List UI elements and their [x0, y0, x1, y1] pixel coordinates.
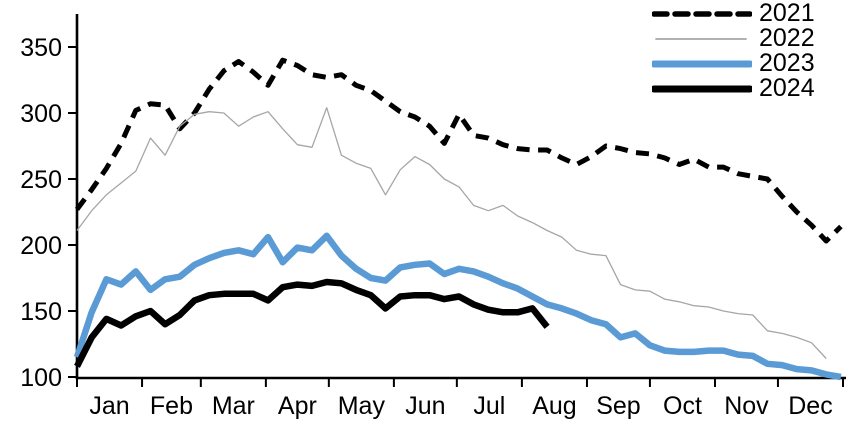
x-tick-label: Nov — [724, 392, 769, 420]
chart-legend: 2021 2022 2023 2024 — [652, 1, 815, 101]
x-tick-label: Jan — [89, 392, 129, 420]
legend-label: 2023 — [759, 49, 815, 77]
legend-line-blue-icon — [652, 60, 752, 67]
series-line-2024 — [74, 278, 550, 368]
legend-label: 2021 — [759, 0, 815, 27]
x-tick-label: Apr — [278, 392, 317, 420]
legend-line-thin-icon — [655, 37, 747, 40]
legend-item-2021: 2021 — [652, 1, 815, 26]
legend-item-2023: 2023 — [652, 51, 815, 76]
legend-item-2022: 2022 — [652, 26, 815, 51]
x-tick-label: Dec — [788, 392, 832, 420]
y-tick-label: 150 — [20, 298, 62, 326]
x-tick-label: May — [338, 392, 386, 420]
y-tick-label: 250 — [20, 166, 62, 194]
series-line-2022 — [76, 107, 827, 359]
series-line-2023 — [73, 232, 842, 381]
x-tick-label: Mar — [212, 392, 255, 420]
legend-label: 2024 — [759, 74, 815, 102]
y-tick-label: 200 — [20, 232, 62, 260]
x-tick-label: Sep — [596, 392, 640, 420]
legend-line-black-icon — [652, 85, 752, 92]
legend-label: 2022 — [759, 24, 815, 52]
x-tick-label: Jun — [405, 392, 445, 420]
x-tick-label: Oct — [663, 392, 702, 420]
x-tick-label: Aug — [532, 392, 576, 420]
legend-line-dashed-icon — [652, 10, 752, 17]
y-tick-label: 100 — [20, 364, 62, 392]
legend-item-2024: 2024 — [652, 76, 815, 101]
y-tick-label: 350 — [20, 34, 62, 62]
x-tick-label: Feb — [150, 392, 193, 420]
x-tick-label: Jul — [473, 392, 505, 420]
y-tick-label: 300 — [20, 100, 62, 128]
